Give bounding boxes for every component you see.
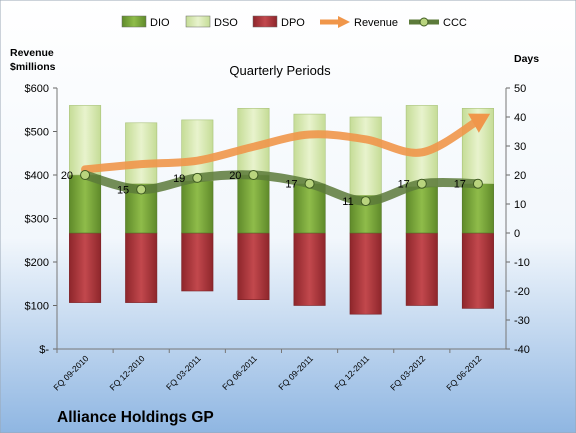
bar-dpo [69,232,102,303]
legend-label-dpo: DPO [281,17,305,29]
ccc-point [136,184,147,195]
bar-dpo [125,232,158,303]
ccc-data-label: 11 [342,196,353,208]
ccc-data-label: 15 [117,185,129,197]
legend-swatch-dso [185,15,211,28]
ccc-point [304,178,315,189]
ccc-point [192,172,203,183]
bar-dso [293,113,326,184]
company-name: Alliance Holdings GP [57,409,214,426]
right-axis-title: Days [514,53,539,65]
bar-dio [293,183,326,234]
left-tick-label: $300 [25,214,49,226]
legend-label-revenue: Revenue [354,17,398,29]
left-tick-label: $500 [25,127,49,139]
legend: DIO DSO DPO Revenue CCC [121,15,467,29]
bar-dio [237,174,270,234]
legend-swatch-ccc-dot [419,17,429,27]
legend-swatch-revenue-head [338,16,350,28]
bar-dio [461,183,494,234]
ccc-data-label: 17 [285,179,297,191]
left-tick-label: $600 [25,83,49,95]
right-tick-label: 0 [514,228,520,240]
bar-dpo [405,232,438,306]
ccc-point [248,170,259,180]
ccc-point [360,196,371,207]
chart-title: Quarterly Periods [229,63,331,78]
bar-dpo [181,232,214,292]
revenue-line [81,116,482,174]
bar-dio [69,174,102,234]
bar-dso [181,119,214,182]
left-axis-title: Revenue $millions [10,47,56,73]
right-tick-label: 30 [514,141,526,153]
right-tick-label: 50 [514,83,526,95]
bar-dso [125,122,158,185]
bar-dpo [293,232,326,306]
left-axis-title-line: $millions [10,61,56,73]
ccc-point [80,170,91,180]
bar-dpo [461,232,494,309]
revenue-arrowhead [467,113,491,133]
bars [69,105,494,315]
legend-swatch-dpo [252,15,278,28]
lines: 20 15 19 20 17 11 17 17 [61,113,491,208]
right-tick-label: 40 [514,112,526,124]
ccc-data-label: 19 [173,173,185,185]
ccc-data-label: 20 [61,170,73,182]
legend-label-dso: DSO [214,17,238,29]
legend-label-dio: DIO [150,17,170,29]
right-tick-label: -40 [514,344,530,356]
left-tick-label: $- [39,344,49,356]
left-tick-label: $200 [25,257,49,269]
legend-label-ccc: CCC [443,17,467,29]
bar-dio [405,186,438,234]
bar-dio [181,180,214,234]
right-tick-label: -10 [514,257,530,269]
ccc-data-label: 17 [398,179,410,191]
ccc-data-label: 17 [454,179,466,191]
right-tick-label: -30 [514,315,530,327]
bar-dpo [349,232,382,315]
bar-dso [349,116,382,196]
right-tick-label: 20 [514,170,526,182]
legend-swatch-dio [121,15,147,28]
bar-dso [69,105,102,176]
ccc-point [416,178,427,189]
left-axis-title-line: Revenue [10,47,54,59]
bar-dpo [237,232,270,300]
right-tick-label: -20 [514,286,530,298]
ccc-point [472,178,483,189]
left-tick-label: $100 [25,301,49,313]
right-tick-label: 10 [514,199,526,211]
left-tick-label: $400 [25,170,49,182]
ccc-data-label: 20 [229,170,241,182]
